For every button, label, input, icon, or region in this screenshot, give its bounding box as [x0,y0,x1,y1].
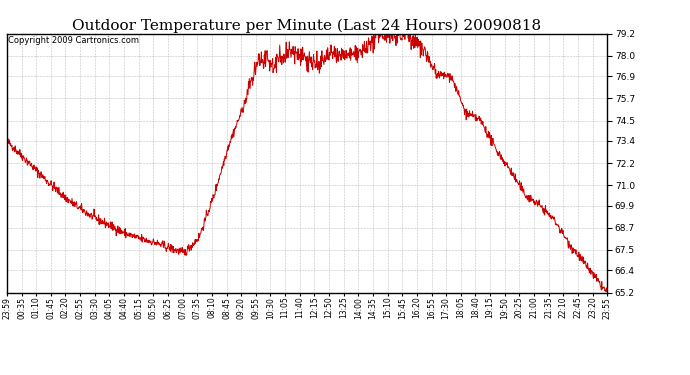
Text: Copyright 2009 Cartronics.com: Copyright 2009 Cartronics.com [8,36,139,45]
Title: Outdoor Temperature per Minute (Last 24 Hours) 20090818: Outdoor Temperature per Minute (Last 24 … [72,18,542,33]
